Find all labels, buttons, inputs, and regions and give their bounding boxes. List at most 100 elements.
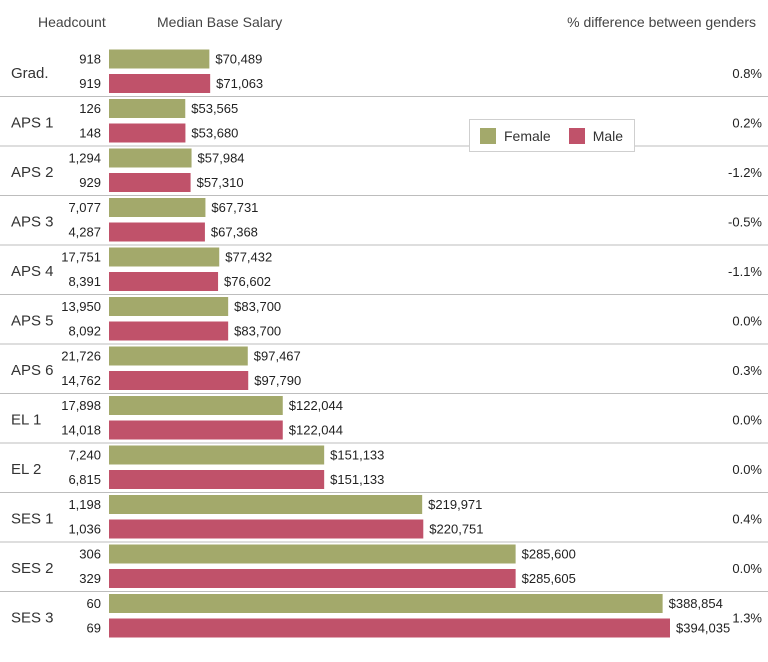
value-label-male: $83,700: [234, 324, 281, 339]
headcount-male: 6,815: [68, 472, 101, 487]
value-label-female: $67,731: [211, 200, 258, 215]
salary-header: Median Base Salary: [157, 14, 282, 30]
value-label-female: $77,432: [225, 250, 272, 265]
bar-female: [109, 396, 283, 415]
bar-female: [109, 594, 663, 613]
bar-male: [109, 222, 205, 242]
bar-male: [109, 74, 211, 93]
legend-swatch-male: [568, 127, 585, 144]
category-group: SES 2 306 $285,600 329 $285,605 0.0%: [0, 541, 768, 588]
bar-female: [109, 148, 192, 168]
category-label: SES 3: [11, 609, 54, 626]
headcount-female: 918: [79, 52, 101, 67]
value-label-female: $122,044: [289, 398, 343, 413]
difference-value: -1.2%: [728, 165, 762, 180]
headcount-male: 4,287: [68, 225, 101, 240]
category-group: SES 1 1,198 $219,971 1,036 $220,751 0.4%: [0, 492, 768, 539]
difference-value: 0.3%: [732, 363, 762, 378]
headcount-female: 1,294: [68, 151, 101, 166]
value-label-male: $151,133: [330, 472, 384, 487]
category-group: APS 1 126 $53,565 148 $53,680 0.2%: [0, 96, 768, 143]
difference-value: -0.5%: [728, 214, 762, 229]
value-label-male: $220,751: [429, 522, 483, 537]
headcount-female: 7,077: [68, 200, 101, 215]
bar-female: [109, 297, 229, 316]
difference-value: 0.8%: [732, 66, 762, 81]
headcount-male: 14,762: [61, 373, 101, 388]
bar-male: [109, 371, 249, 390]
difference-value: 0.2%: [732, 115, 762, 130]
value-label-female: $219,971: [428, 497, 482, 512]
category-group: Grad. 918 $70,489 919 $71,063 0.8%: [11, 49, 762, 93]
bar-male: [109, 420, 283, 440]
bar-female: [109, 495, 423, 514]
headcount-male: 1,036: [68, 522, 101, 537]
value-label-male: $122,044: [289, 423, 343, 438]
legend-label-female: Female: [504, 127, 551, 144]
headcount-female: 7,240: [68, 448, 101, 463]
category-label: APS 1: [11, 114, 54, 131]
category-group: APS 3 7,077 $67,731 4,287 $67,368 -0.5%: [0, 195, 768, 242]
headcount-female: 17,751: [61, 250, 101, 265]
bar-female: [109, 544, 516, 564]
legend: Female Male: [469, 119, 635, 152]
value-label-female: $53,565: [191, 101, 238, 116]
category-label: EL 1: [11, 411, 41, 428]
bar-female: [109, 99, 186, 118]
headcount-male: 8,092: [68, 324, 101, 339]
legend-swatch-female: [480, 127, 496, 144]
category-label: APS 6: [11, 362, 54, 379]
category-label: APS 3: [11, 213, 54, 230]
legend-item-female: Female: [480, 127, 551, 144]
bar-female: [109, 247, 220, 267]
value-label-female: $97,467: [254, 349, 301, 364]
category-group: APS 2 1,294 $57,984 929 $57,310 -1.2%: [0, 145, 768, 192]
value-label-female: $151,133: [330, 448, 384, 463]
category-label: APS 4: [11, 263, 54, 280]
bar-female: [109, 445, 325, 465]
legend-item-male: Male: [568, 127, 623, 144]
headcount-female: 126: [79, 101, 101, 116]
category-label: Grad.: [11, 65, 49, 82]
value-label-male: $67,368: [211, 225, 258, 240]
headcount-female: 60: [87, 596, 101, 611]
headcount-male: 919: [79, 76, 101, 91]
difference-value: -1.1%: [728, 264, 762, 279]
bar-male: [109, 123, 186, 143]
difference-value: 0.0%: [732, 313, 762, 328]
headcount-male: 148: [79, 126, 101, 141]
bar-male: [109, 173, 191, 192]
column-headers: Headcount Median Base Salary % differenc…: [38, 14, 756, 30]
category-label: SES 2: [11, 560, 54, 577]
difference-value: 1.3%: [732, 610, 762, 625]
category-group: EL 1 17,898 $122,044 14,018 $122,044 0.0%: [0, 393, 768, 440]
headcount-female: 1,198: [68, 497, 101, 512]
difference-header: % difference between genders: [567, 14, 756, 30]
value-label-male: $76,602: [224, 274, 271, 289]
headcount-female: 21,726: [61, 349, 101, 364]
headcount-female: 13,950: [61, 299, 101, 314]
bar-male: [109, 272, 219, 291]
headcount-female: 306: [79, 547, 101, 562]
value-label-female: $57,984: [198, 151, 245, 166]
chart-rows: Grad. 918 $70,489 919 $71,063 0.8% APS 1 126 $53…: [0, 49, 768, 638]
bar-male: [109, 470, 325, 489]
headcount-male: 8,391: [68, 274, 101, 289]
bar-female: [109, 346, 248, 366]
bar-female: [109, 198, 206, 217]
difference-value: 0.0%: [732, 412, 762, 427]
difference-value: 0.0%: [732, 462, 762, 477]
category-group: APS 5 13,950 $83,700 8,092 $83,700 0.0%: [0, 294, 768, 341]
bar-male: [109, 519, 424, 539]
category-label: EL 2: [11, 461, 41, 478]
headcount-male: 14,018: [61, 423, 101, 438]
category-label: APS 5: [11, 312, 54, 329]
value-label-female: $70,489: [215, 52, 262, 67]
value-label-male: $285,605: [522, 571, 576, 586]
bar-male: [109, 569, 516, 588]
category-group: APS 6 21,726 $97,467 14,762 $97,790 0.3%: [0, 343, 768, 390]
value-label-female: $388,854: [669, 596, 723, 611]
category-label: SES 1: [11, 510, 54, 527]
